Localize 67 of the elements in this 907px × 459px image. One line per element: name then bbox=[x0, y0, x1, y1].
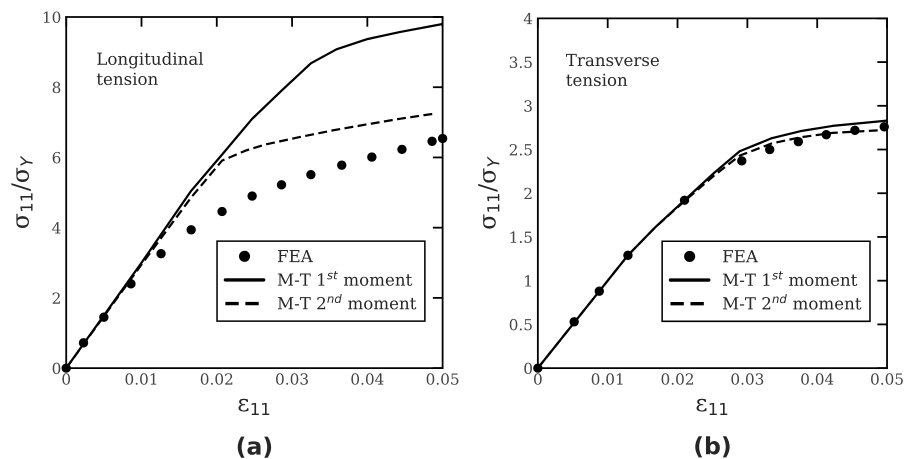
y-tick-label: 8 bbox=[52, 82, 60, 94]
point bbox=[62, 363, 71, 373]
y-tick-label: 3 bbox=[524, 100, 532, 112]
x-tick-label: 0.04 bbox=[351, 373, 384, 385]
x-tick-label: 0.01 bbox=[125, 373, 156, 385]
point bbox=[217, 206, 227, 216]
point bbox=[367, 152, 377, 162]
point bbox=[247, 191, 257, 201]
text: (a) bbox=[238, 436, 272, 458]
point bbox=[427, 136, 437, 146]
annotation: Longitudinal tension bbox=[96, 52, 204, 86]
y-tick-label: 2.5 bbox=[510, 144, 532, 156]
point bbox=[99, 312, 109, 322]
text: (b) bbox=[695, 436, 730, 458]
x-tick-label: 0 bbox=[534, 373, 542, 385]
legend-label: M-T 2$^{nd}$ moment bbox=[278, 294, 416, 310]
point bbox=[438, 134, 448, 144]
legend-label: M-T 1$^{st}$ moment bbox=[722, 271, 858, 286]
y-tick-label: 1 bbox=[525, 275, 531, 286]
y-tick-label: 0 bbox=[524, 362, 532, 374]
point bbox=[397, 144, 407, 154]
point bbox=[680, 196, 690, 205]
point bbox=[276, 180, 286, 190]
x-tick-label: 0.03 bbox=[276, 373, 308, 385]
legend-label: FEA bbox=[278, 250, 313, 262]
y-tick-label: 10 bbox=[44, 11, 60, 24]
point bbox=[78, 338, 88, 348]
x-tick-label: 0 bbox=[62, 373, 70, 385]
y-axis-title: σ$_{11}$/σ$_{Y}$ bbox=[11, 156, 33, 228]
y-tick-label: 2 bbox=[52, 292, 60, 304]
point bbox=[794, 136, 804, 146]
y-tick-label: 0 bbox=[52, 362, 60, 374]
x-tick-label: 0.02 bbox=[662, 373, 694, 385]
legend-label: M-T 2$^{nd}$ moment bbox=[722, 294, 862, 310]
y-tick-label: 6 bbox=[52, 152, 60, 164]
legend-label: M-T 1$^{st}$ moment bbox=[278, 271, 412, 286]
point bbox=[850, 126, 860, 135]
x-axis-title: ε$_{11}$ bbox=[696, 398, 728, 415]
point bbox=[306, 170, 316, 180]
x-tick-label: 0.04 bbox=[801, 373, 834, 385]
x-axis-title: ε$_{11}$ bbox=[238, 398, 270, 415]
y-tick-label: 1.5 bbox=[510, 231, 532, 243]
point bbox=[737, 156, 746, 166]
point bbox=[533, 363, 543, 373]
y-tick-label: 2 bbox=[524, 188, 532, 200]
y-tick-label: 4 bbox=[524, 12, 532, 24]
x-tick-label: 0.05 bbox=[426, 373, 458, 385]
annotation: Transverse tension bbox=[566, 54, 659, 86]
y-axis-title: σ$_{11}$/σ$_{Y}$ bbox=[478, 156, 500, 229]
point bbox=[156, 248, 166, 258]
point bbox=[765, 144, 774, 154]
legend-label: FEA bbox=[723, 250, 758, 262]
point bbox=[594, 286, 604, 296]
x-tick-label: 0.03 bbox=[731, 373, 764, 385]
y-tick-label: 0.5 bbox=[510, 318, 532, 330]
point bbox=[186, 225, 196, 234]
y-tick-label: 4 bbox=[52, 222, 61, 234]
x-tick-label: 0.05 bbox=[871, 373, 903, 385]
point bbox=[880, 122, 889, 132]
x-tick-label: 0.01 bbox=[592, 373, 623, 385]
point bbox=[570, 317, 579, 326]
point bbox=[126, 279, 136, 289]
point bbox=[623, 250, 633, 260]
point bbox=[822, 130, 831, 140]
y-tick-label: 3.5 bbox=[510, 56, 532, 68]
x-tick-label: 0.02 bbox=[200, 373, 232, 385]
point bbox=[337, 160, 346, 170]
